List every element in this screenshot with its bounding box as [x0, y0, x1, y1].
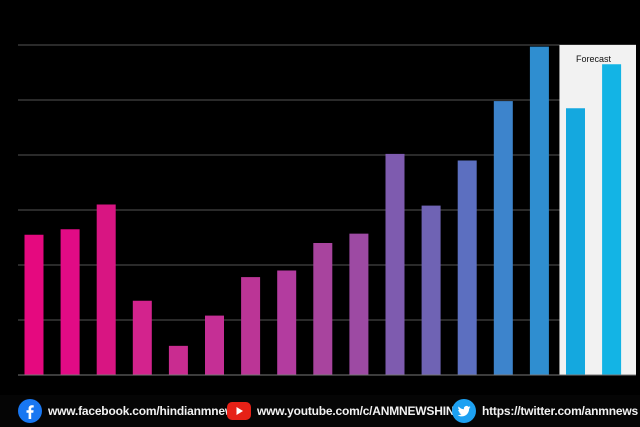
youtube-icon — [227, 402, 251, 420]
bar — [421, 205, 441, 375]
bar — [205, 315, 224, 375]
social-footer: www.facebook.com/hindianmnews/ www.youtu… — [0, 395, 640, 427]
forecast-bar — [602, 64, 622, 375]
bar — [132, 300, 152, 375]
bar — [313, 243, 333, 375]
bars — [24, 46, 622, 376]
facebook-icon — [18, 399, 42, 423]
bar — [168, 345, 188, 375]
bar — [96, 204, 116, 375]
forecast-bar — [566, 108, 585, 375]
bar — [493, 101, 513, 375]
bar — [277, 270, 297, 375]
bar — [457, 160, 477, 375]
bar — [349, 233, 369, 375]
youtube-link[interactable]: www.youtube.com/c/ANMNEWSHINDI — [227, 399, 466, 423]
twitter-link[interactable]: https://twitter.com/anmnews — [452, 399, 638, 423]
bar — [24, 234, 44, 375]
facebook-url: www.facebook.com/hindianmnews/ — [48, 404, 244, 418]
bar-chart: Forecast — [18, 44, 636, 376]
twitter-icon — [452, 399, 476, 423]
forecast-annotation: Forecast — [576, 54, 612, 64]
bar — [60, 229, 80, 375]
facebook-link[interactable]: www.facebook.com/hindianmnews/ — [18, 399, 244, 423]
bar — [241, 277, 261, 375]
bar — [385, 153, 405, 375]
youtube-url: www.youtube.com/c/ANMNEWSHINDI — [257, 404, 466, 418]
bar — [529, 46, 549, 376]
twitter-url: https://twitter.com/anmnews — [482, 404, 638, 418]
